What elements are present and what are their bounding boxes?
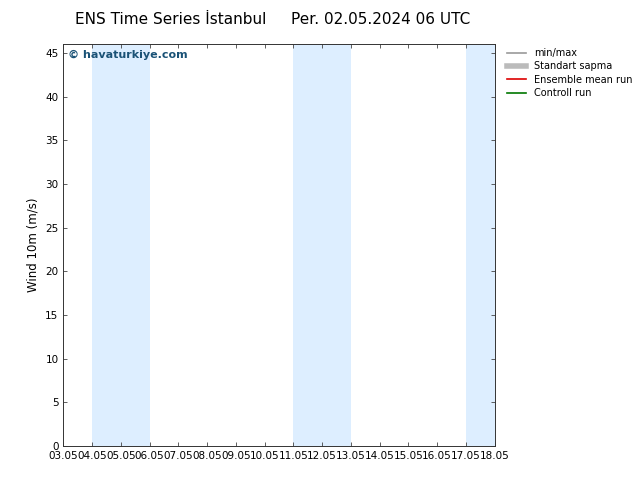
Bar [92, 44, 150, 446]
Text: Per. 02.05.2024 06 UTC: Per. 02.05.2024 06 UTC [291, 12, 470, 27]
Y-axis label: Wind 10m (m/s): Wind 10m (m/s) [27, 198, 40, 292]
Text: ENS Time Series İstanbul: ENS Time Series İstanbul [75, 12, 267, 27]
Text: © havaturkiye.com: © havaturkiye.com [68, 50, 187, 60]
Legend: min/max, Standart sapma, Ensemble mean run, Controll run: min/max, Standart sapma, Ensemble mean r… [503, 44, 634, 102]
Bar [466, 44, 495, 446]
Bar [294, 44, 351, 446]
